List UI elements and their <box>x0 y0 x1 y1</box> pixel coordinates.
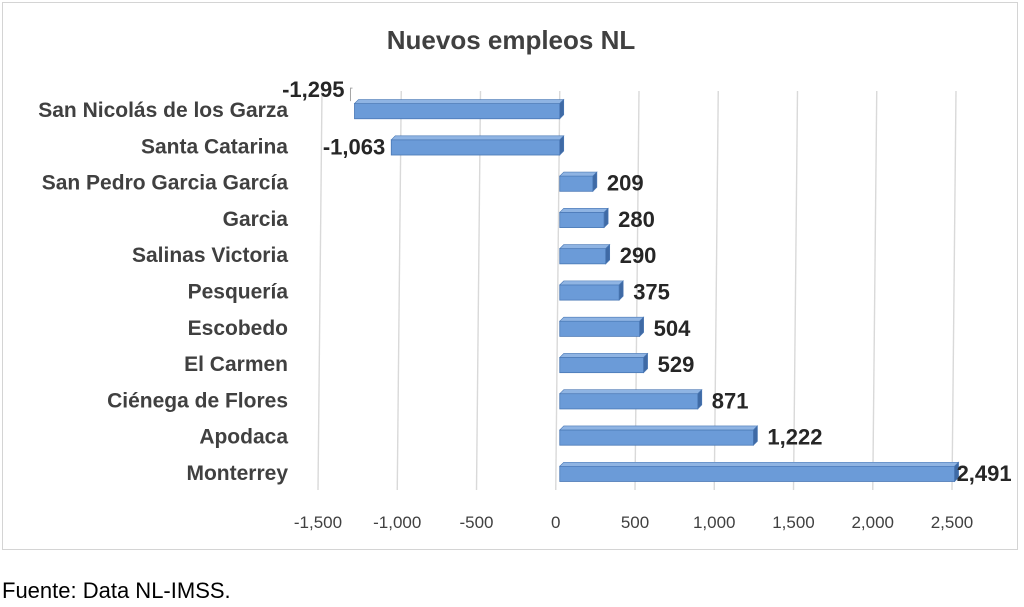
data-label: 375 <box>633 280 670 305</box>
gridline <box>317 90 323 491</box>
category-label: Garcia <box>223 208 289 231</box>
bar <box>559 393 699 410</box>
bar-side-face <box>605 243 611 265</box>
category-labels: San Nicolás de los Garza Santa Catarina Sa… <box>38 99 288 485</box>
bar <box>559 320 641 337</box>
bar-side-face <box>592 171 598 193</box>
bar <box>559 248 607 265</box>
bar-side-face <box>954 461 959 483</box>
bar <box>559 357 644 374</box>
bar-top-face <box>559 353 649 358</box>
bar-top-face <box>559 280 624 286</box>
leader-line <box>349 87 353 102</box>
bar-side-face <box>697 388 703 410</box>
bar-side-face <box>618 280 624 301</box>
bar-side-face <box>639 316 644 338</box>
category-label: Apodaca <box>199 426 288 449</box>
value-labels: -1,295 -1,063 209 280 290 375 504 529 871 1,222 2,… <box>282 77 1012 486</box>
category-label: Salinas Victoria <box>132 244 288 267</box>
x-axis-ticks: -1,500 -1,000 -500 0 500 1,000 1,500 2,000 2,500 <box>294 513 973 532</box>
bar <box>354 103 561 120</box>
bar <box>559 284 620 301</box>
bar-top-face <box>559 171 598 177</box>
bar-side-face <box>753 425 758 446</box>
bar-top-face <box>559 425 759 431</box>
x-tick-label: 500 <box>621 513 649 532</box>
bar-top-face <box>559 389 703 395</box>
bar-top-face <box>559 461 960 467</box>
bar <box>559 429 754 446</box>
data-label: -1,063 <box>323 134 385 159</box>
category-label: Ciénega de Flores <box>107 389 288 412</box>
x-tick-label: 0 <box>551 513 560 532</box>
category-label: Escobedo <box>188 317 288 340</box>
gridline <box>555 90 561 491</box>
bar <box>559 211 605 228</box>
data-label: 2,491 <box>957 461 1012 486</box>
bars <box>353 98 960 483</box>
category-label: El Carmen <box>184 353 288 376</box>
bar-top-face <box>559 316 645 322</box>
bar <box>559 175 594 192</box>
x-tick-label: -500 <box>459 513 493 532</box>
gridline <box>475 90 482 491</box>
bar-top-face <box>559 244 611 249</box>
gridlines <box>317 90 957 491</box>
x-tick-label: 2,000 <box>851 513 894 532</box>
bar-side-face <box>559 135 565 156</box>
data-label: 504 <box>654 316 691 341</box>
bar-top-face <box>353 99 565 104</box>
category-label: Santa Catarina <box>141 135 288 158</box>
data-label: 280 <box>618 207 655 232</box>
chart-title: Nuevos empleos NL <box>387 25 636 55</box>
category-label: Monterrey <box>186 462 288 485</box>
bar <box>559 465 955 482</box>
x-tick-label: 2,500 <box>931 513 974 532</box>
bar-side-face <box>643 352 648 374</box>
bar <box>390 139 561 156</box>
x-tick-label: 1,000 <box>693 513 736 532</box>
gridline <box>792 90 799 491</box>
gridline <box>396 90 402 491</box>
gridline <box>872 90 878 491</box>
data-label: 209 <box>607 171 644 196</box>
bar-top-face <box>559 208 609 213</box>
bar-top-face <box>390 135 565 141</box>
x-tick-label: -1,000 <box>373 513 421 532</box>
data-label: 529 <box>658 352 695 377</box>
data-label: 290 <box>620 243 657 268</box>
category-label: Pesquería <box>188 281 289 304</box>
gridline <box>634 90 640 491</box>
x-tick-label: -1,500 <box>294 513 342 532</box>
bar-side-face <box>559 98 565 120</box>
category-label: San Pedro Garcia García <box>42 172 289 195</box>
bar-chart: Nuevos empleos NL San Nicolás de los Gar… <box>38 25 1012 532</box>
bar-side-face <box>603 207 609 229</box>
x-tick-label: 1,500 <box>772 513 815 532</box>
category-label: San Nicolás de los Garza <box>38 99 288 122</box>
data-label: 1,222 <box>767 425 822 450</box>
gridline <box>951 90 957 491</box>
data-label: 871 <box>712 388 749 413</box>
gridline <box>713 90 719 491</box>
source-note: Fuente: Data NL-IMSS. <box>2 578 231 603</box>
chart-frame: Nuevos empleos NL San Nicolás de los Gar… <box>2 2 1018 550</box>
data-label: -1,295 <box>282 77 344 102</box>
